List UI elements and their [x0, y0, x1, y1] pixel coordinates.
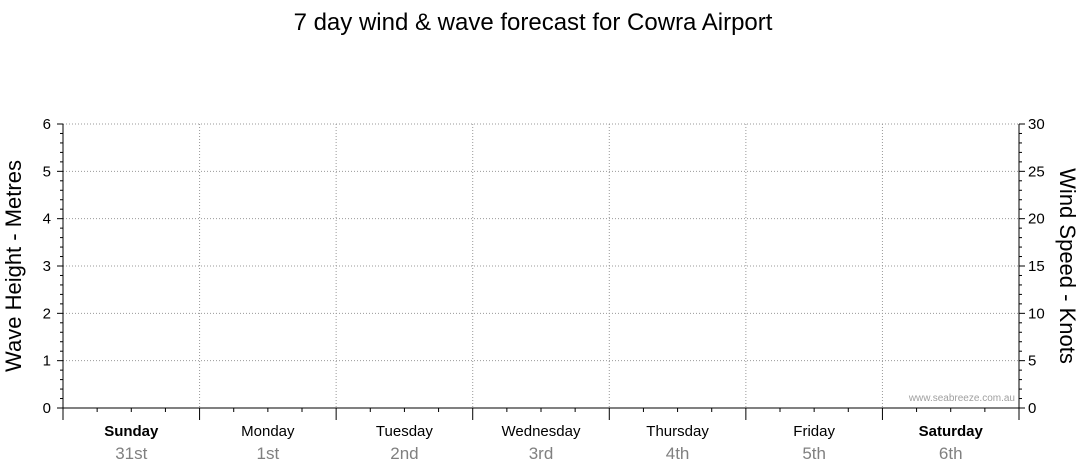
right-tick-label: 30 — [1028, 116, 1045, 133]
chart-title: 7 day wind & wave forecast for Cowra Air… — [294, 9, 773, 36]
day-name-label: Sunday — [104, 423, 159, 440]
day-date-label: 3rd — [529, 444, 554, 463]
right-tick-label: 5 — [1028, 353, 1036, 370]
day-date-label: 5th — [802, 444, 826, 463]
day-date-label: 31st — [115, 444, 147, 463]
left-tick-label: 6 — [43, 116, 51, 133]
right-tick-label: 25 — [1028, 163, 1045, 180]
day-name-label: Thursday — [646, 423, 709, 440]
left-tick-label: 0 — [43, 400, 51, 417]
left-tick-label: 1 — [43, 353, 51, 370]
left-tick-label: 4 — [43, 211, 51, 228]
right-tick-label: 0 — [1028, 400, 1036, 417]
left-axis-label: Wave Height - Metres — [1, 160, 26, 372]
right-axis-label: Wind Speed - Knots — [1055, 168, 1080, 364]
right-tick-label: 15 — [1028, 258, 1045, 275]
day-date-label: 1st — [257, 444, 280, 463]
right-tick-label: 10 — [1028, 305, 1045, 322]
axes — [62, 124, 1020, 420]
day-name-label: Tuesday — [376, 423, 433, 440]
left-tick-label: 5 — [43, 163, 51, 180]
day-date-label: 6th — [939, 444, 963, 463]
day-name-label: Wednesday — [502, 423, 581, 440]
right-tick-label: 20 — [1028, 211, 1045, 228]
day-date-label: 4th — [666, 444, 690, 463]
day-date-label: 2nd — [390, 444, 418, 463]
watermark: www.seabreeze.com.au — [908, 393, 1015, 404]
left-axis-ticks: 0 1 2 3 4 5 6 — [43, 116, 63, 417]
day-name-label: Monday — [241, 423, 295, 440]
left-tick-label: 3 — [43, 258, 51, 275]
day-name-label: Friday — [793, 423, 835, 440]
grid-lines — [63, 123, 1019, 408]
day-name-label: Saturday — [919, 423, 984, 440]
right-axis-ticks: 0 5 10 15 20 25 30 — [1019, 116, 1045, 417]
left-tick-label: 2 — [43, 305, 51, 322]
day-labels: Sunday 31st Monday 1st Tuesday 2nd Wednesday 3r… — [104, 423, 983, 463]
